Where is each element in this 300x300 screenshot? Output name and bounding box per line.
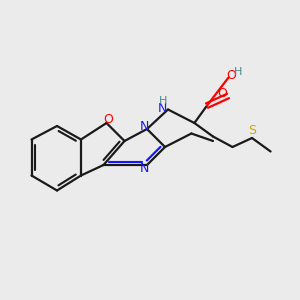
Text: O: O [227, 69, 236, 82]
Text: N: N [158, 101, 167, 115]
Text: H: H [233, 67, 242, 77]
Text: O: O [103, 113, 113, 126]
Text: O: O [218, 87, 227, 100]
Text: N: N [139, 161, 149, 175]
Text: H: H [158, 96, 167, 106]
Text: S: S [248, 124, 256, 137]
Text: N: N [139, 119, 149, 133]
